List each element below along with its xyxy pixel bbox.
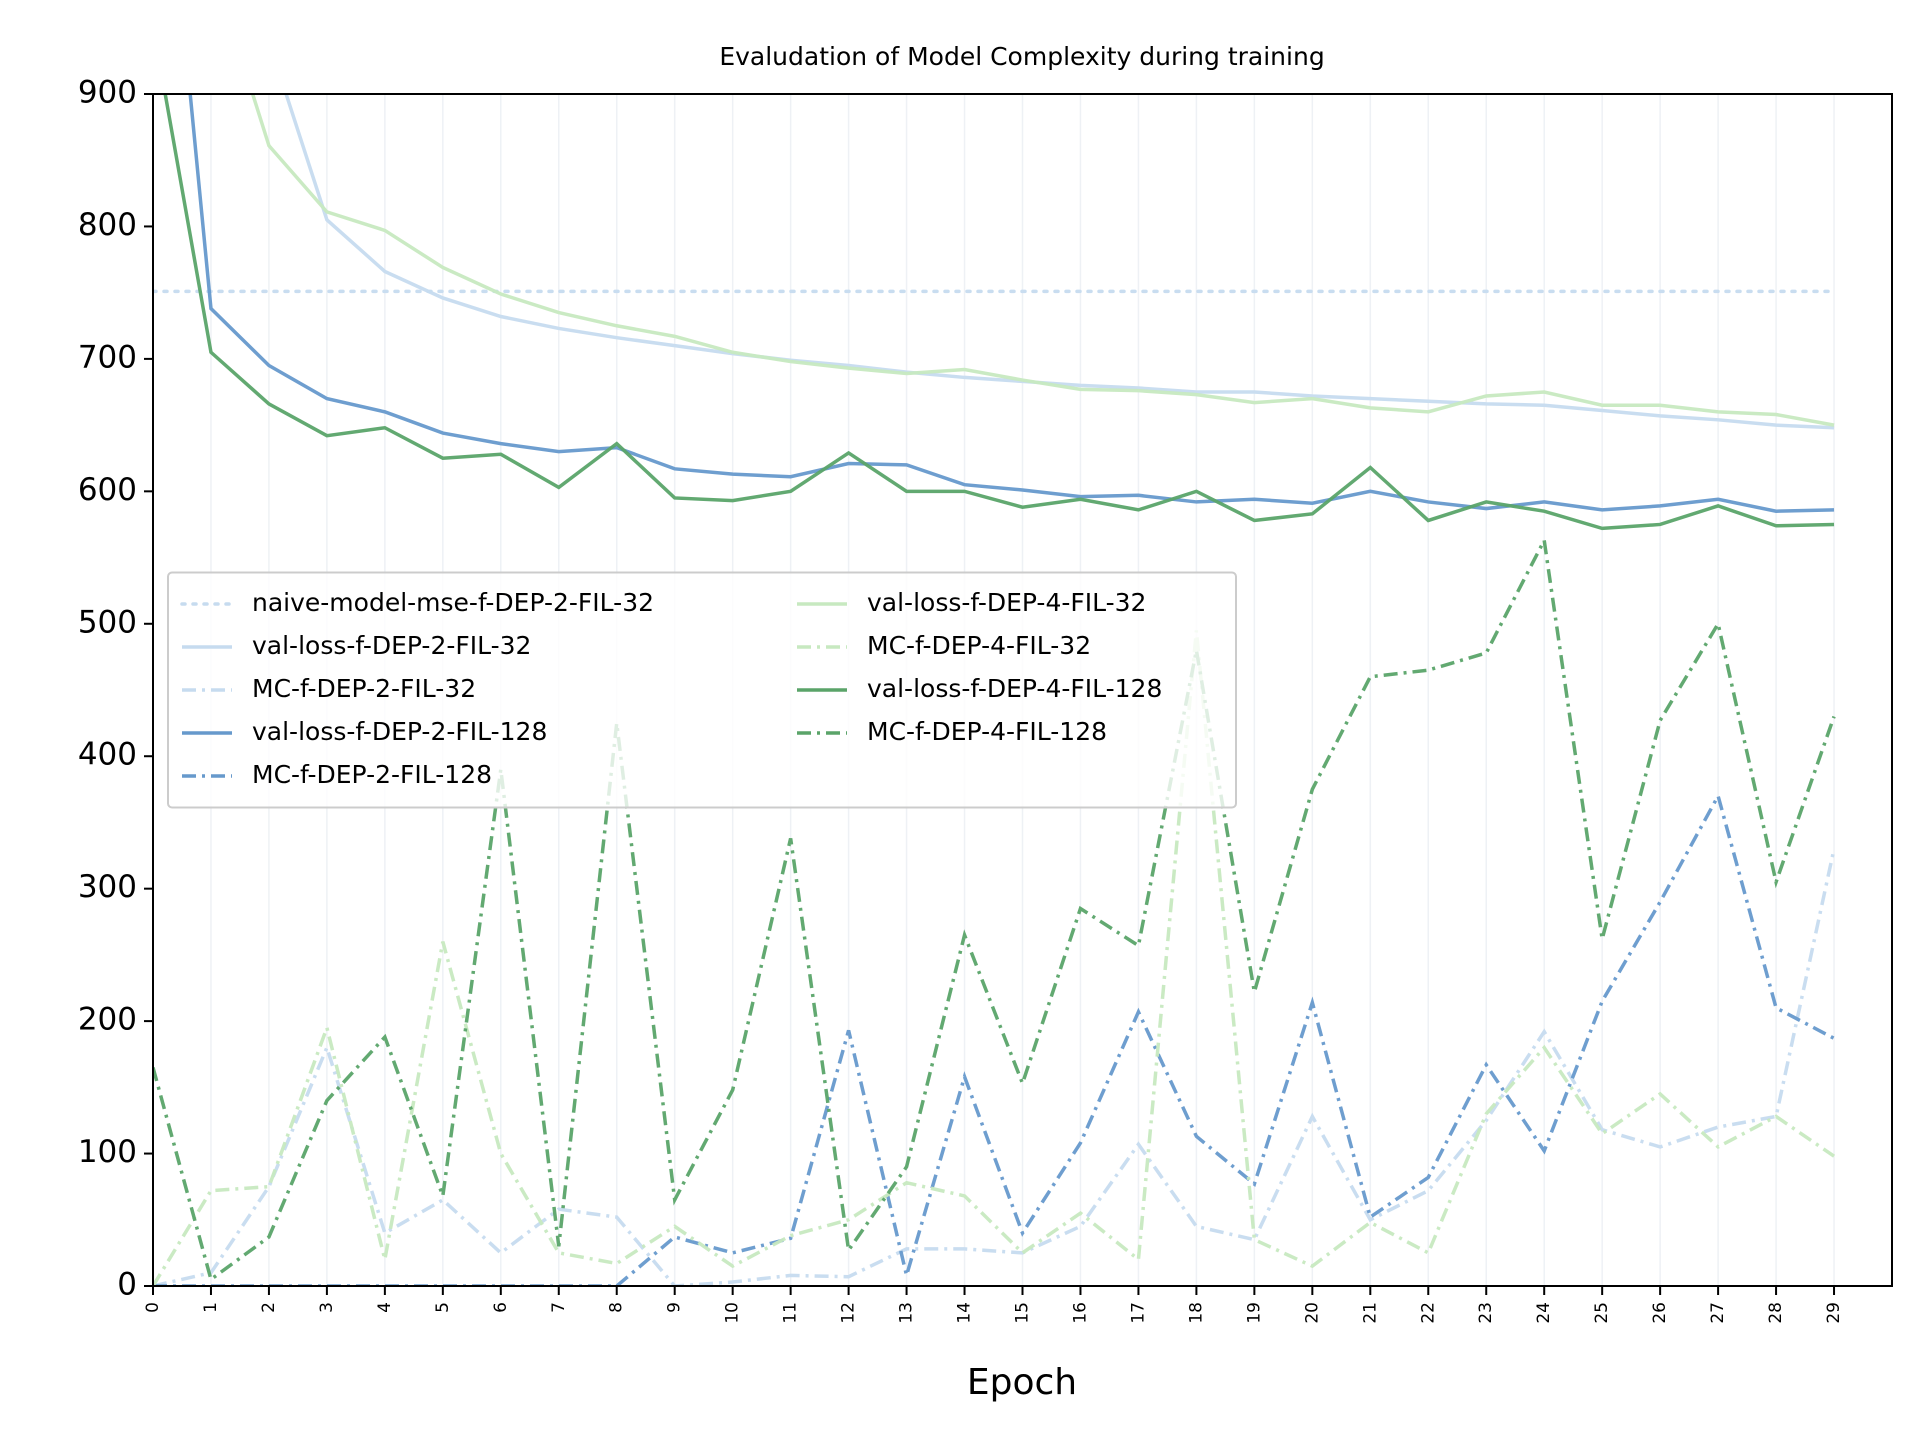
x-tick-label: 9 [665,1302,685,1313]
x-tick-label: 21 [1360,1302,1380,1324]
x-tick-label: 19 [1244,1302,1264,1324]
x-tick-label: 2 [259,1302,279,1313]
x-axis-label: Epoch [967,1362,1077,1403]
y-tick-label: 600 [78,472,137,508]
x-tick-label: 17 [1128,1302,1148,1324]
x-tick-label: 3 [317,1302,337,1313]
y-tick-label: 0 [117,1267,137,1303]
y-tick-label: 400 [78,737,137,773]
legend-label: MC-f-DEP-2-FIL-32 [252,674,476,703]
x-tick-label: 29 [1824,1302,1844,1324]
x-tick-label: 6 [491,1302,511,1313]
legend-label: val-loss-f-DEP-2-FIL-32 [252,631,531,660]
x-tick-label: 15 [1013,1302,1033,1324]
legend: naive-model-mse-f-DEP-2-FIL-32 val-loss-f… [167,571,1237,809]
chart-title: Evaludation of Model Complexity during t… [719,42,1324,71]
x-tick-label: 8 [607,1302,627,1313]
x-tick-label: 11 [781,1302,801,1324]
x-tick-label: 0 [143,1302,163,1313]
x-tick-label: 20 [1302,1302,1322,1324]
legend-label: val-loss-f-DEP-4-FIL-128 [867,674,1162,703]
legend-label: val-loss-f-DEP-2-FIL-128 [252,717,547,746]
series-line [153,630,1836,1286]
x-tick-label: 14 [955,1302,975,1324]
x-tick-label: 16 [1070,1302,1090,1324]
legend-label: MC-f-DEP-4-FIL-128 [867,717,1107,746]
x-tick-label: 26 [1650,1302,1670,1324]
legend-label: naive-model-mse-f-DEP-2-FIL-32 [252,588,654,617]
y-tick-label: 800 [78,207,137,243]
x-tick-label: 1 [201,1302,221,1313]
x-tick-label: 10 [723,1302,743,1324]
y-tick-label: 100 [78,1134,137,1170]
x-tick-label: 18 [1186,1302,1206,1324]
x-tick-label: 25 [1592,1302,1612,1324]
y-tick-label: 200 [78,1002,137,1038]
x-tick-label: 13 [897,1302,917,1324]
legend-box [167,571,1237,809]
series-line [284,94,1835,430]
x-tick-label: 12 [839,1302,859,1324]
y-tick-label: 300 [78,869,137,905]
series-line [250,94,1835,427]
series-line [188,94,1835,513]
x-tick-label: 27 [1708,1302,1728,1324]
series-line [153,534,1836,1283]
series-line [153,848,1836,1286]
x-tick-label: 5 [433,1302,453,1313]
x-tick-label: 28 [1766,1302,1786,1324]
x-tick-label: 24 [1534,1302,1554,1324]
y-tick-label: 500 [78,604,137,640]
y-tick-label: 700 [78,339,137,375]
x-tick-label: 22 [1418,1302,1438,1324]
plot-area [153,94,1836,1286]
series-line [153,791,1835,1286]
x-tick-label: 23 [1476,1302,1496,1324]
series-line [163,94,1835,531]
y-tick-label: 900 [78,75,137,111]
x-tick-label: 4 [375,1302,395,1313]
x-tick-label: 7 [549,1302,569,1313]
legend-label: MC-f-DEP-4-FIL-32 [867,631,1091,660]
legend-label: MC-f-DEP-2-FIL-128 [252,760,492,789]
legend-label: val-loss-f-DEP-4-FIL-32 [867,588,1146,617]
